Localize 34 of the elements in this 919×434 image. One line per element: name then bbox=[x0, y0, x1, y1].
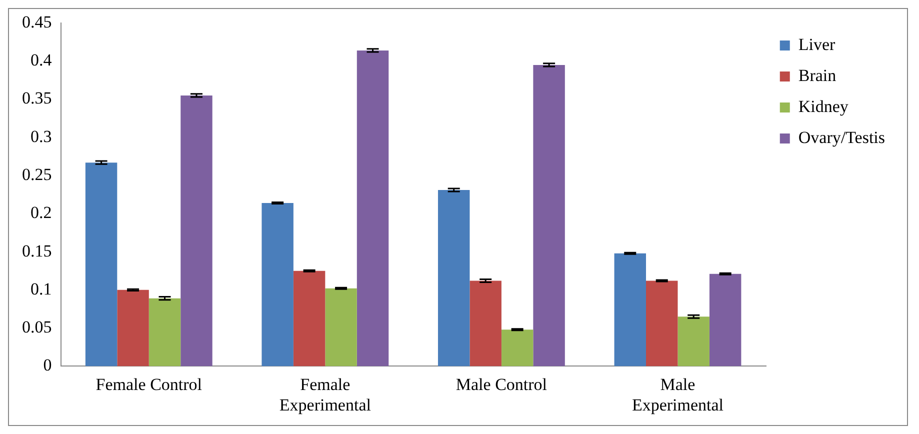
bar bbox=[470, 280, 502, 366]
y-tick-label: 0.05 bbox=[22, 318, 52, 337]
y-tick-label: 0.45 bbox=[22, 12, 52, 32]
y-tick-label: 0.15 bbox=[22, 241, 52, 260]
legend-label: Kidney bbox=[798, 96, 849, 116]
y-tick-label: 0.1 bbox=[30, 279, 52, 298]
y-tick-label: 0.3 bbox=[30, 126, 52, 146]
bar bbox=[501, 330, 534, 366]
y-tick-label: 0.35 bbox=[22, 88, 52, 108]
bar bbox=[85, 162, 118, 366]
legend-label: Brain bbox=[798, 66, 837, 85]
bar bbox=[356, 50, 389, 366]
legend-label: Liver bbox=[798, 34, 836, 54]
y-tick-label: 0.25 bbox=[22, 165, 52, 184]
y-tick-label: 0.4 bbox=[30, 50, 52, 70]
bar bbox=[180, 95, 212, 366]
bar bbox=[678, 316, 710, 366]
legend-label: Ovary/Testis bbox=[798, 128, 886, 147]
y-tick-label: 0.2 bbox=[30, 203, 52, 222]
bar bbox=[293, 270, 326, 366]
bar bbox=[438, 190, 470, 366]
bar bbox=[646, 280, 678, 366]
bar bbox=[614, 253, 646, 366]
x-tick-label: Male Experimental bbox=[632, 374, 724, 414]
bar bbox=[117, 290, 149, 366]
x-tick-label: Female Experimental bbox=[279, 374, 372, 414]
bar bbox=[262, 202, 294, 366]
bar bbox=[325, 288, 357, 366]
bar bbox=[148, 298, 181, 366]
bar bbox=[533, 64, 565, 366]
y-tick-label: 0 bbox=[43, 356, 52, 375]
x-tick-label: Female Control bbox=[96, 374, 202, 394]
bar bbox=[709, 274, 742, 366]
x-tick-label: Male Control bbox=[456, 374, 548, 394]
